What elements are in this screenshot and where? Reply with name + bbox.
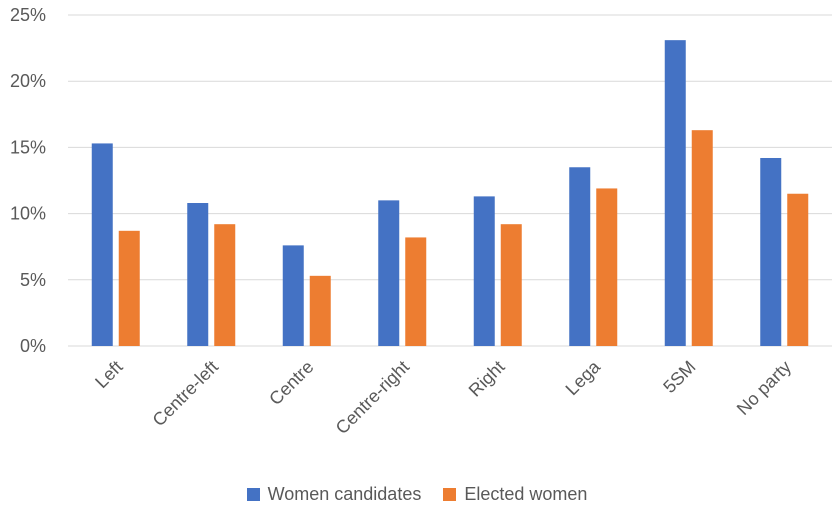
x-tick-label: Centre: [265, 357, 317, 409]
y-axis-ticks: 0% 5% 10% 15% 20% 25%: [10, 5, 46, 356]
x-tick-label: Left: [91, 357, 126, 392]
legend-label-women-candidates: Women candidates: [267, 484, 422, 504]
y-tick-label: 10%: [10, 204, 46, 224]
bar-elected-women: [500, 224, 522, 346]
x-tick-label: Centre-left: [149, 357, 223, 431]
y-tick-label: 15%: [10, 137, 46, 157]
bar-women-candidates: [760, 157, 782, 346]
bar-women-candidates: [378, 200, 400, 346]
bar-women-candidates: [187, 203, 209, 346]
y-tick-label: 25%: [10, 5, 46, 25]
bar-elected-women: [405, 237, 427, 346]
x-tick-label: Centre-right: [332, 357, 413, 438]
legend-swatch-elected-women: [443, 488, 457, 501]
bar-elected-women: [691, 130, 713, 346]
legend-swatch-women-candidates: [246, 488, 260, 501]
bar-women-candidates: [282, 245, 304, 346]
x-tick-label: No party: [733, 357, 795, 419]
y-tick-label: 0%: [20, 336, 46, 356]
legend: Women candidates Elected women: [0, 484, 834, 505]
legend-label-elected-women: Elected women: [464, 484, 588, 504]
bar-women-candidates: [473, 196, 495, 346]
legend-item-women-candidates: Women candidates: [246, 484, 422, 505]
bar-elected-women: [309, 275, 331, 346]
x-tick-label: 5SM: [659, 357, 699, 397]
bar-women-candidates: [91, 143, 113, 346]
y-tick-label: 5%: [20, 270, 46, 290]
x-axis-ticks: Left Centre-left Centre Centre-right Right Le…: [91, 356, 795, 438]
y-tick-label: 20%: [10, 71, 46, 91]
x-tick-label: Right: [465, 357, 509, 401]
bar-elected-women: [787, 193, 809, 346]
bar-elected-women: [214, 224, 236, 346]
bar-elected-women: [118, 230, 140, 346]
bars: [91, 40, 809, 346]
x-tick-label: Lega: [562, 356, 605, 399]
bar-elected-women: [596, 188, 618, 346]
bar-women-candidates: [664, 40, 686, 346]
bar-women-candidates: [569, 167, 591, 346]
gridlines: [68, 14, 832, 347]
legend-item-elected-women: Elected women: [443, 484, 587, 505]
